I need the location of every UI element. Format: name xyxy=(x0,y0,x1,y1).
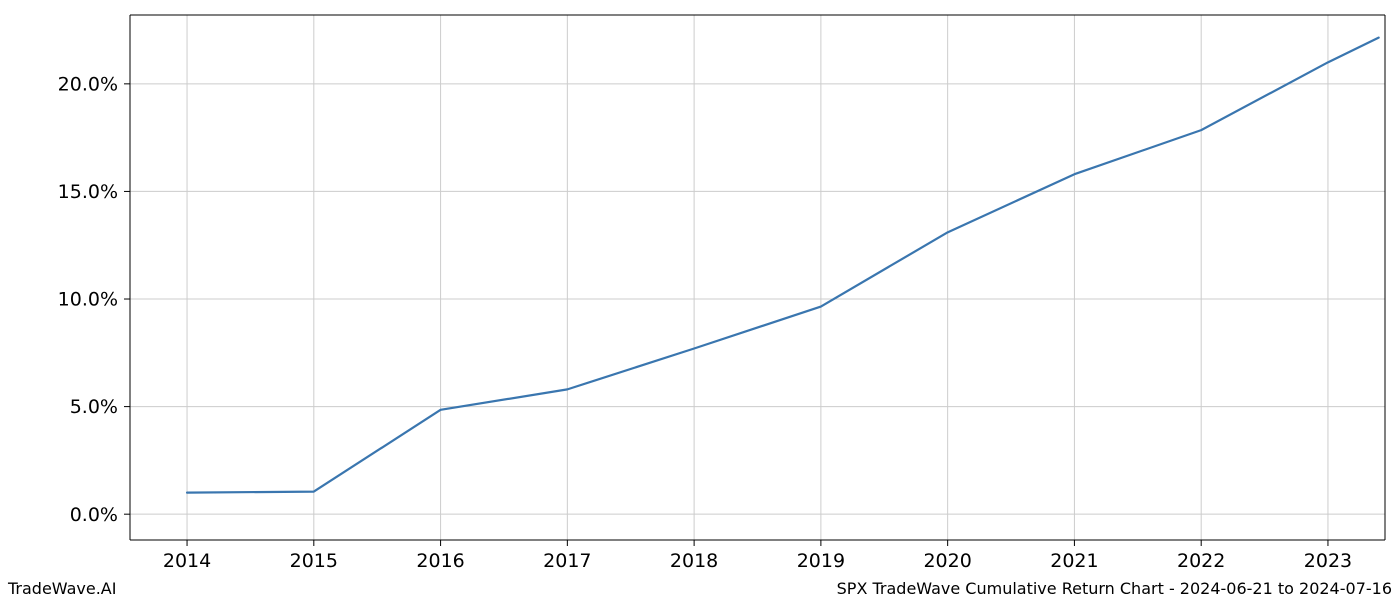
svg-text:0.0%: 0.0% xyxy=(70,504,118,526)
svg-text:2019: 2019 xyxy=(797,550,845,572)
svg-text:2017: 2017 xyxy=(543,550,591,572)
svg-text:2016: 2016 xyxy=(416,550,464,572)
svg-text:15.0%: 15.0% xyxy=(58,181,118,203)
svg-text:2014: 2014 xyxy=(163,550,211,572)
svg-text:2021: 2021 xyxy=(1050,550,1098,572)
svg-text:2015: 2015 xyxy=(290,550,338,572)
line-chart: 2014 2015 2016 2017 2018 2019 2020 2021 2022 2023… xyxy=(0,0,1400,600)
chart-container: 2014 2015 2016 2017 2018 2019 2020 2021 2022 2023… xyxy=(0,0,1400,600)
svg-text:5.0%: 5.0% xyxy=(70,396,118,418)
svg-text:2023: 2023 xyxy=(1304,550,1352,572)
svg-text:10.0%: 10.0% xyxy=(58,289,118,311)
svg-text:2020: 2020 xyxy=(923,550,971,572)
svg-text:2018: 2018 xyxy=(670,550,718,572)
svg-text:2022: 2022 xyxy=(1177,550,1225,572)
svg-text:20.0%: 20.0% xyxy=(58,74,118,96)
